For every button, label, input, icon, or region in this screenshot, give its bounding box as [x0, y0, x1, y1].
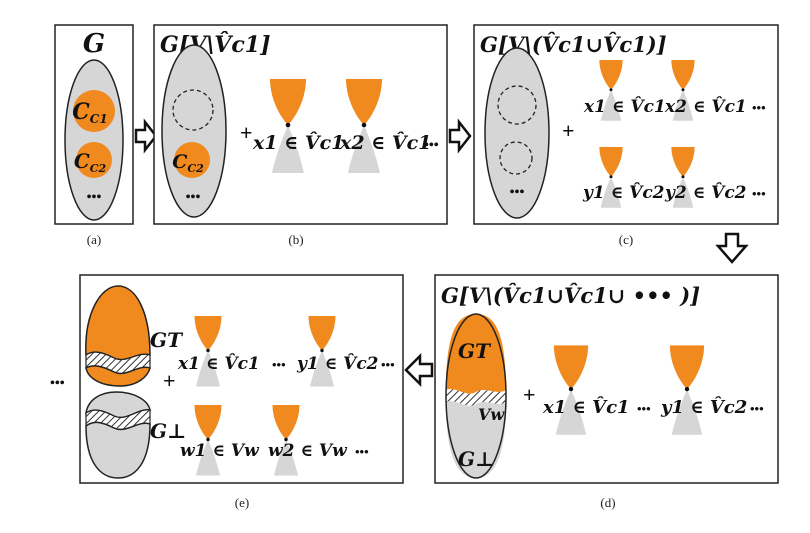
ellipsis: ••• — [186, 190, 201, 205]
row2-ellipsis: ••• — [752, 186, 766, 201]
g-bottom-piece — [85, 421, 151, 479]
caption-b: (b) — [288, 232, 303, 247]
panel-a: G CC1 CC2 ••• (a) — [54, 24, 134, 247]
panel-d: G[V\(V̂c1∪V̂c1∪ ••• )] GT Vw G⊥ + x1 ∈ V… — [434, 274, 779, 510]
panel-b: G[V\V̂c1] CC2 ••• + x1 ∈ V̂c1 x2 ∈ V̂c1 … — [153, 24, 448, 247]
mid-ellipsis: ••• — [272, 357, 286, 372]
community-c2 — [174, 142, 210, 178]
panel-b-title: G[V\V̂c1] — [160, 32, 270, 58]
graph-ellipse — [161, 44, 227, 218]
arrow-b-to-c — [448, 118, 472, 154]
ellipsis: ••• — [510, 185, 525, 200]
removed-community-c2 — [499, 141, 533, 175]
arrow-a-to-b — [134, 118, 158, 154]
plus-sign: + — [163, 368, 176, 393]
node-x1-label: x1 ∈ V̂c1 — [583, 97, 666, 117]
trailing-ellipsis: ••• — [750, 401, 764, 416]
node-w1-label: w1 ∈ Vw — [180, 441, 260, 461]
plus-sign: + — [562, 118, 575, 143]
g-top-label: GT — [150, 328, 184, 352]
row2-ellipsis: ••• — [355, 444, 369, 459]
g-top-base — [85, 365, 151, 387]
plus-sign: + — [523, 382, 536, 407]
panel-c: G[V\(V̂c1∪V̂c1)] ••• + x1 ∈ V̂c1 x2 ∈ V̂… — [473, 24, 779, 247]
row1-ellipsis: ••• — [752, 100, 766, 115]
caption-c: (c) — [619, 232, 633, 247]
node-x1-label: x1 ∈ V̂c1 — [252, 132, 344, 154]
node-x1-label: x1 ∈ V̂c1 — [542, 396, 630, 418]
g-bottom-label: G⊥ — [458, 447, 494, 471]
arrow-c-to-d — [715, 232, 749, 264]
caption-d: (d) — [600, 495, 615, 510]
plus-sign: + — [240, 120, 253, 145]
community-c1 — [73, 90, 115, 132]
leading-ellipsis: ••• — [50, 376, 65, 391]
trailing-ellipsis: ••• — [424, 138, 439, 153]
ellipsis: ••• — [87, 190, 102, 205]
graph-ellipse — [484, 47, 550, 219]
community-c2 — [76, 142, 112, 178]
mid-ellipsis: ••• — [637, 401, 651, 416]
g-bottom-label: G⊥ — [150, 419, 186, 443]
node-x2-label: x2 ∈ V̂c1 — [339, 132, 431, 154]
graph-ellipse — [445, 313, 507, 479]
node-y1-label: y1 ∈ V̂c2 — [582, 183, 665, 203]
vw-label: Vw — [478, 405, 505, 424]
arrow-d-to-e — [404, 352, 434, 388]
graph-label: G — [83, 29, 105, 59]
node-y2-label: y2 ∈ V̂c2 — [664, 183, 747, 203]
node-x1-label: x1 ∈ V̂c1 — [177, 354, 260, 374]
node-y1-label: y1 ∈ V̂c2 — [660, 396, 747, 418]
node-x2-label: x2 ∈ V̂c1 — [664, 97, 747, 117]
removed-community-c1 — [172, 89, 214, 131]
removed-community-c1 — [497, 85, 537, 125]
caption-e: (e) — [235, 495, 249, 510]
row1-ellipsis: ••• — [381, 357, 395, 372]
g-top-label: GT — [458, 339, 492, 363]
caption-a: (a) — [87, 232, 101, 247]
panel-d-title: G[V\(V̂c1∪V̂c1∪ ••• )] — [441, 283, 700, 308]
vw-boundary-region — [446, 389, 506, 406]
g-bottom-region — [446, 401, 506, 478]
panel-e: ••• GT + G⊥ x1 ∈ V̂c1 ••• y1 ∈ V̂c2 ••• … — [50, 274, 404, 510]
node-y1-label: y1 ∈ V̂c2 — [296, 354, 379, 374]
node-w2-label: w2 ∈ Vw — [268, 441, 348, 461]
g-top-region — [446, 314, 506, 394]
